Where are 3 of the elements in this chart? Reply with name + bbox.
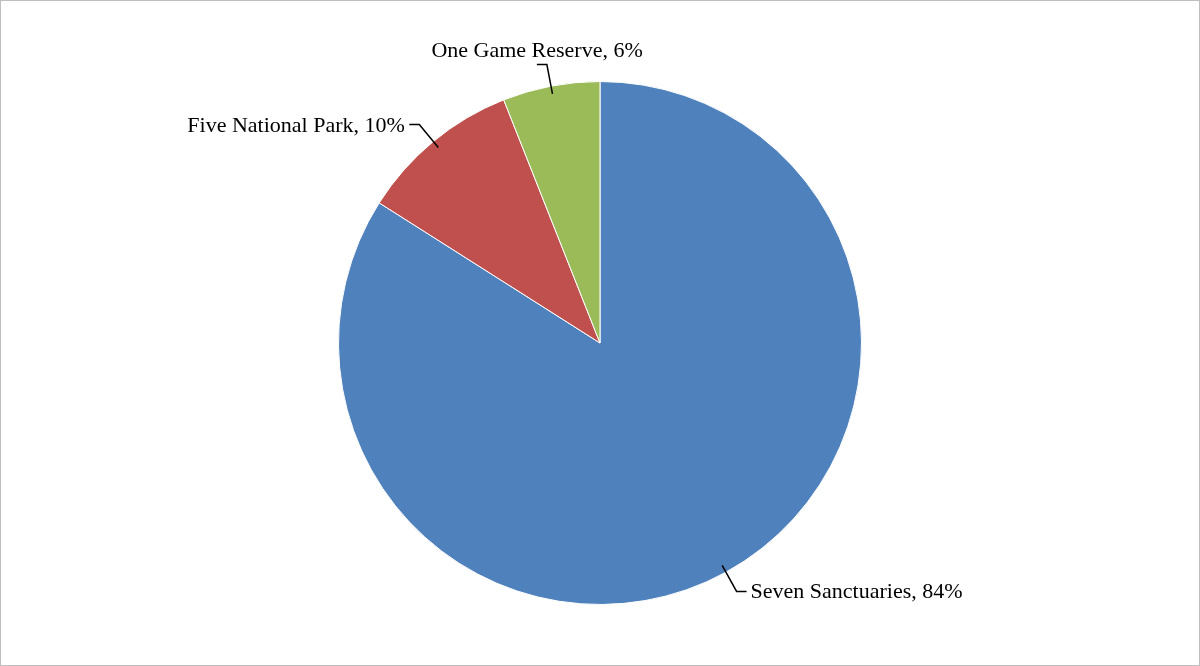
slice-label: Five National Park, 10% — [187, 111, 405, 138]
slice-label: One Game Reserve, 6% — [431, 36, 643, 63]
slice-label: Seven Sanctuaries, 84% — [750, 578, 963, 605]
